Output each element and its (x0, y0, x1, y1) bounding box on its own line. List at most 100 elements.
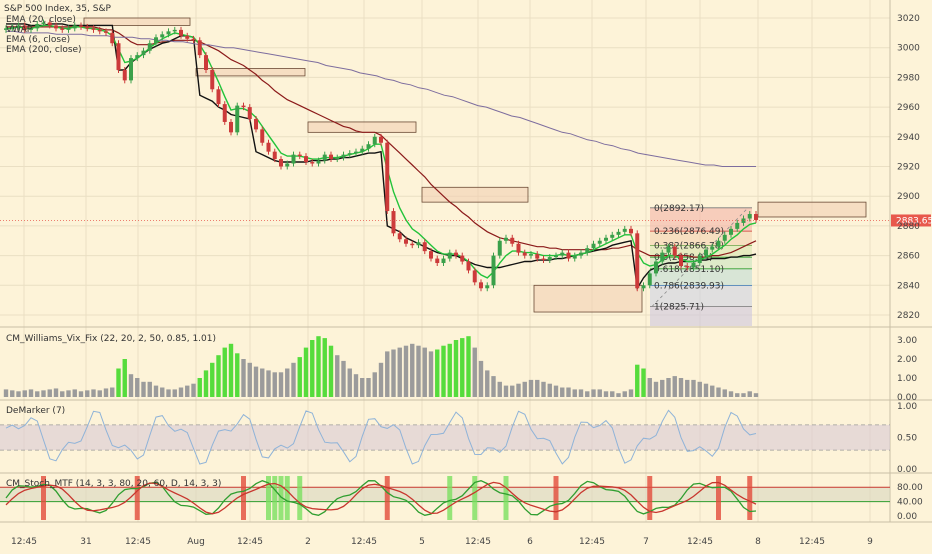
candle-body (72, 25, 77, 29)
vix-bar (685, 379, 690, 397)
demarker-axis-label: 1.00 (897, 402, 917, 412)
candle-body (179, 29, 183, 36)
vix-bar (235, 353, 240, 397)
vix-bar (347, 368, 352, 397)
vix-axis-label: 0.00 (897, 393, 917, 403)
vix-bar (741, 393, 746, 397)
candle-body (629, 228, 633, 234)
candle-body (460, 255, 465, 262)
candle-body (541, 258, 546, 261)
vix-bar (335, 355, 340, 397)
fib-level-label: 1(2825.71) (654, 303, 704, 313)
candle-body (260, 129, 265, 143)
demarker-axis-label: 0.00 (897, 465, 917, 475)
vix-bar (228, 343, 234, 397)
candle-body (304, 156, 308, 163)
candle-body (160, 34, 165, 38)
fib-level-label: 0.236(2876.49) (654, 227, 724, 237)
legend-vwap: VWAP (6, 25, 33, 35)
time-axis-label: 9 (867, 537, 873, 547)
vix-bar (135, 378, 140, 397)
vix-bar (78, 391, 84, 397)
candle-body (435, 258, 440, 264)
vix-bar (166, 389, 171, 397)
vix-bar (66, 390, 71, 397)
candle-body (335, 157, 340, 160)
candle-body (110, 32, 115, 44)
vix-panel-title: CM_Williams_Vix_Fix (22, 20, 2, 50, 0.85… (6, 334, 216, 344)
zone-rectangle (83, 17, 191, 26)
vix-bar (491, 376, 496, 397)
candle-body (716, 240, 721, 247)
candle-body (466, 261, 471, 271)
vix-bar (203, 370, 209, 397)
stoch-axis-label: 0.00 (897, 512, 917, 522)
fib-band (650, 245, 752, 258)
vix-bar (185, 385, 190, 397)
stoch-axis-label: 80.00 (897, 483, 923, 493)
vix-bar (266, 370, 271, 397)
candle-body (510, 237, 515, 244)
candle-body (41, 22, 46, 24)
candle-body (91, 28, 96, 30)
candle-body (522, 252, 527, 256)
time-axis-label: 12:45 (799, 537, 825, 547)
vix-bar (385, 351, 390, 397)
vix-bar (628, 389, 634, 397)
sub-panels: 3.002.001.000.001.000.500.0080.0040.000.… (0, 336, 923, 522)
vix-bar (147, 381, 152, 397)
vix-bar (591, 389, 596, 397)
vix-bar (128, 374, 134, 397)
stoch-band (0, 487, 890, 502)
vix-bar (578, 389, 584, 397)
vix-bar (522, 381, 527, 397)
candle-body (691, 263, 696, 268)
price-axis-label: 2820 (897, 311, 920, 321)
vix-bar (391, 349, 396, 397)
candle-body (610, 234, 615, 238)
vix-bar (122, 359, 127, 397)
candle-body (566, 252, 571, 259)
price-axis-label: 3020 (897, 14, 920, 24)
vix-bar (372, 372, 377, 397)
candle-body (735, 222, 740, 229)
candle-body (222, 104, 227, 122)
vix-bar (635, 364, 640, 397)
candle-body (316, 160, 321, 164)
vix-bar (703, 383, 709, 397)
vix-bar (178, 387, 184, 397)
vix-bar (28, 389, 34, 397)
candle-body (672, 246, 677, 256)
vix-bar (572, 389, 577, 397)
stoch-signal-red (747, 476, 753, 520)
vix-bar (310, 340, 315, 397)
vix-bar (360, 378, 365, 397)
candle-body (104, 31, 108, 33)
price-axis-label: 2860 (897, 252, 920, 262)
vix-bar (291, 362, 296, 397)
vix-bar (341, 360, 346, 397)
stoch-signal-green (297, 476, 303, 520)
vix-bar (722, 389, 727, 397)
candle-body (116, 43, 121, 70)
stoch-signal-green (472, 476, 478, 520)
legend-ema200: EMA (200, close) (6, 45, 82, 55)
candle-body (22, 25, 27, 30)
vix-bar (222, 347, 227, 397)
vix-bar (3, 389, 9, 397)
time-axis-label: Aug (187, 537, 205, 547)
candle-body (35, 23, 40, 29)
candle-body (741, 218, 746, 223)
vix-bar (678, 378, 684, 397)
stoch-signal-red (647, 476, 653, 520)
vix-bar (322, 338, 327, 397)
time-axis-label: 5 (419, 537, 425, 547)
vix-bar (116, 368, 121, 397)
candle-body (647, 273, 652, 286)
candle-body (472, 270, 477, 283)
vix-bar (72, 389, 77, 397)
vix-bar (297, 357, 302, 397)
